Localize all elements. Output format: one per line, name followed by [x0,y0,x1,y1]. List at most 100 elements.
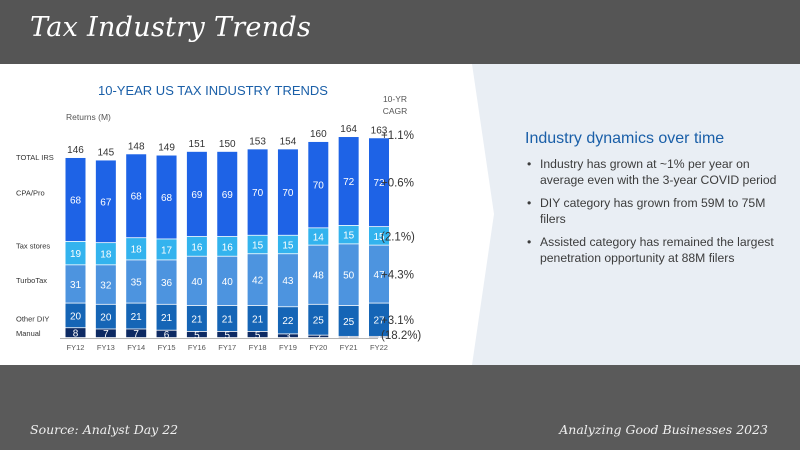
data-label: 15 [282,240,294,251]
bar-segment [217,151,238,237]
x-tick-label: FY20 [309,343,327,352]
data-label: 18 [131,245,143,256]
x-tick-label: FY15 [158,343,176,352]
data-label: 32 [100,280,112,291]
cagr-value: +0.6% [381,178,414,190]
series-label: TurboTax [16,276,47,285]
data-label: 50 [343,271,355,282]
bar-segment [338,225,359,244]
x-tick-label: FY22 [370,343,388,352]
y-axis-label: Returns (M) [66,112,111,122]
data-label: 14 [313,232,325,243]
bar-segment [186,151,207,237]
total-label: 150 [219,139,236,150]
bullet-text: DIY category has grown from 59M to 75M f… [540,196,766,226]
chart-title: 10-YEAR US TAX INDUSTRY TRENDS [98,83,328,98]
bar-segment [95,243,116,265]
bar-segment [186,236,207,256]
data-label: 20 [100,313,112,324]
bar-segment [126,260,147,303]
data-label: 21 [191,314,203,325]
x-tick-label: FY16 [188,343,206,352]
data-label: 68 [161,193,173,204]
footer-bar [0,365,800,450]
data-label: 8 [73,329,79,340]
data-label: 15 [373,232,385,243]
slide-title: Tax Industry Trends [30,12,312,43]
total-label: 151 [189,139,206,150]
data-label: 5 [194,330,200,341]
source-note: Source: Analyst Day 22 [30,422,179,437]
total-label: 145 [98,147,115,158]
series-label: Tax stores [16,241,50,250]
bar-segment [308,304,329,335]
title-bar [0,0,800,64]
cagr-value: +4.3% [381,270,414,282]
cagr-header: 10-YR [383,94,407,104]
data-label: 17 [161,245,173,256]
cagr-header: CAGR [383,106,408,116]
x-tick-label: FY12 [67,343,85,352]
total-label: 164 [340,124,357,135]
bar-segment [65,157,86,242]
data-label: 69 [222,190,234,201]
chevron-divider-icon [472,64,494,365]
data-label: 70 [313,181,325,192]
total-label: 154 [280,136,297,147]
bullet-marker: • [527,157,532,171]
data-label: 1 [376,333,382,344]
data-label: 6 [164,330,170,341]
data-label: 22 [282,316,294,327]
bar-segment [338,244,359,306]
total-row-label: TOTAL IRS [16,153,54,162]
bar-segment [277,307,298,334]
bullet-list: • Industry has grown at ~1% per year on a… [527,157,787,274]
bullet-marker: • [527,196,532,210]
data-label: 70 [252,188,264,199]
bar-segment [126,303,147,329]
bar-segment [65,265,86,303]
bar-segment [277,254,298,307]
stacked-bar-chart: 10-YEAR US TAX INDUSTRY TRENDS Returns (M… [16,83,421,352]
bar-segment [65,241,86,265]
x-tick-label: FY19 [279,343,297,352]
data-label: 70 [282,188,294,199]
data-label: 2 [316,332,322,343]
total-label: 153 [249,136,266,147]
data-label: 68 [70,195,82,206]
data-label: 67 [100,197,112,208]
data-label: 21 [131,312,143,323]
data-label: 7 [103,329,109,340]
bar-segment [95,265,116,304]
bar-segment [126,329,147,338]
bar-segment [277,334,298,338]
total-label: 146 [67,145,84,156]
bullet-marker: • [527,235,532,249]
data-label: 43 [282,276,294,287]
data-label: 36 [161,278,173,289]
bar-segment [338,137,359,225]
bullet-text: Industry has grown at ~1% per year on av… [540,157,777,187]
bar-segment [186,305,207,332]
bar-segment [217,305,238,332]
data-label: 47 [373,270,385,281]
data-label: 16 [222,242,234,253]
bar-segment [369,227,389,245]
bar-segment [95,329,116,338]
data-label: 31 [70,280,82,291]
data-label: 7 [133,329,139,340]
data-label: 48 [313,271,325,282]
bar-segment [156,330,177,338]
bar-segment [186,331,207,338]
data-label: 15 [343,231,355,242]
bar-segment [247,235,268,254]
series-label: CPA/Pro [16,189,45,198]
data-label: 18 [100,250,112,261]
bar-segment [217,236,238,256]
data-label: 21 [252,314,264,325]
bar-segment [247,254,268,306]
bar-segment [156,155,177,239]
bullet-item: • Assisted category has remained the larg… [527,235,787,266]
bar-segment [308,245,329,304]
data-label: 21 [161,313,173,324]
